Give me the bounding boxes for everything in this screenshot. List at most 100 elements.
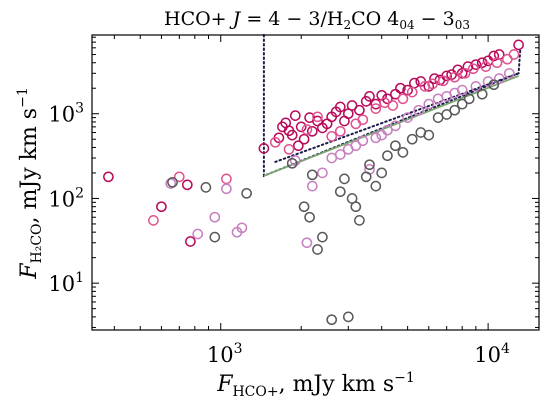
data-point bbox=[334, 186, 346, 198]
title-sub: 04 bbox=[399, 18, 415, 32]
data-point bbox=[370, 103, 382, 114]
data-point bbox=[165, 178, 177, 189]
reference-line bbox=[274, 72, 520, 163]
data-point bbox=[488, 50, 500, 62]
data-point bbox=[317, 231, 328, 243]
data-point bbox=[312, 115, 323, 127]
data-point bbox=[370, 132, 382, 144]
y-label-rest: , mJy km s bbox=[17, 108, 42, 224]
data-point bbox=[423, 129, 435, 141]
data-point bbox=[209, 231, 221, 243]
data-point bbox=[476, 88, 488, 100]
data-point bbox=[304, 211, 315, 223]
data-point bbox=[209, 211, 221, 223]
data-point bbox=[306, 169, 318, 181]
data-point bbox=[354, 215, 365, 226]
data-point bbox=[334, 125, 346, 137]
data-point bbox=[482, 76, 494, 87]
data-point bbox=[306, 125, 318, 137]
data-point bbox=[413, 104, 425, 116]
data-point bbox=[493, 73, 505, 84]
data-point bbox=[334, 101, 346, 113]
data-point bbox=[480, 61, 492, 72]
data-point bbox=[395, 82, 406, 94]
title-sub: 03 bbox=[455, 18, 470, 32]
data-point bbox=[326, 152, 338, 164]
data-point bbox=[357, 114, 369, 126]
data-point bbox=[360, 171, 372, 183]
data-point bbox=[402, 112, 413, 123]
data-point bbox=[221, 173, 232, 185]
data-point bbox=[148, 215, 159, 226]
x-label-rest: , mJy km s bbox=[279, 372, 395, 397]
chart-title: HCO+ J = 4 − 3/H2CO 404 − 303 bbox=[164, 8, 470, 32]
data-point bbox=[432, 93, 444, 105]
data-point bbox=[298, 201, 310, 213]
data-point bbox=[326, 131, 338, 142]
y-label-f: F bbox=[17, 263, 42, 280]
data-point bbox=[387, 100, 399, 111]
data-point bbox=[289, 110, 301, 121]
data-point bbox=[181, 179, 193, 191]
title-part: HCO+ bbox=[164, 8, 233, 30]
data-point bbox=[295, 121, 307, 133]
data-point bbox=[312, 111, 323, 123]
data-point bbox=[376, 89, 388, 101]
data-point bbox=[376, 167, 388, 179]
data-point bbox=[419, 81, 431, 92]
x-label-exp: −1 bbox=[394, 370, 415, 386]
data-point bbox=[292, 140, 304, 152]
data-point bbox=[289, 155, 301, 166]
title-sub: 2 bbox=[343, 18, 351, 32]
data-point bbox=[370, 180, 382, 192]
data-point bbox=[382, 150, 393, 162]
data-point bbox=[350, 140, 362, 152]
data-point bbox=[258, 143, 270, 154]
data-point bbox=[312, 244, 323, 255]
data-point bbox=[390, 140, 401, 152]
data-point bbox=[501, 53, 513, 65]
y-tick-label: 102 bbox=[48, 185, 84, 211]
data-point bbox=[462, 61, 474, 72]
data-point bbox=[441, 109, 453, 120]
data-point bbox=[167, 176, 178, 188]
data-point bbox=[467, 63, 479, 75]
data-point bbox=[427, 78, 438, 90]
data-point bbox=[449, 71, 461, 83]
data-point bbox=[397, 93, 409, 105]
data-point bbox=[200, 182, 212, 193]
data-point bbox=[185, 236, 196, 247]
data-point bbox=[437, 75, 449, 87]
data-point bbox=[342, 311, 354, 323]
data-point bbox=[364, 91, 375, 102]
data-point bbox=[491, 57, 503, 69]
data-point bbox=[286, 157, 298, 169]
data-point bbox=[192, 228, 204, 240]
x-label-sub: HCO+ bbox=[232, 384, 278, 400]
x-tick-label: 103 bbox=[207, 341, 243, 367]
data-point bbox=[397, 147, 409, 158]
data-point bbox=[350, 201, 362, 213]
data-point bbox=[423, 98, 435, 110]
data-point bbox=[456, 84, 468, 96]
y-label-exp: −1 bbox=[15, 87, 31, 108]
data-point bbox=[364, 159, 375, 171]
data-point bbox=[463, 93, 475, 105]
data-point bbox=[236, 222, 248, 234]
data-point bbox=[298, 133, 310, 145]
data-point bbox=[508, 49, 520, 60]
title-part: = 4 − 3/H bbox=[240, 8, 343, 30]
data-point bbox=[449, 104, 461, 116]
data-point bbox=[456, 98, 468, 110]
data-point bbox=[409, 77, 420, 89]
title-part: J bbox=[229, 8, 242, 30]
data-point bbox=[103, 171, 114, 183]
data-point bbox=[156, 201, 167, 213]
y-label-sub: H₂CO bbox=[29, 223, 45, 263]
data-point bbox=[354, 104, 365, 116]
data-point bbox=[382, 124, 393, 136]
title-part: CO 4 bbox=[351, 8, 399, 30]
data-point bbox=[269, 136, 281, 148]
data-point bbox=[306, 180, 318, 192]
